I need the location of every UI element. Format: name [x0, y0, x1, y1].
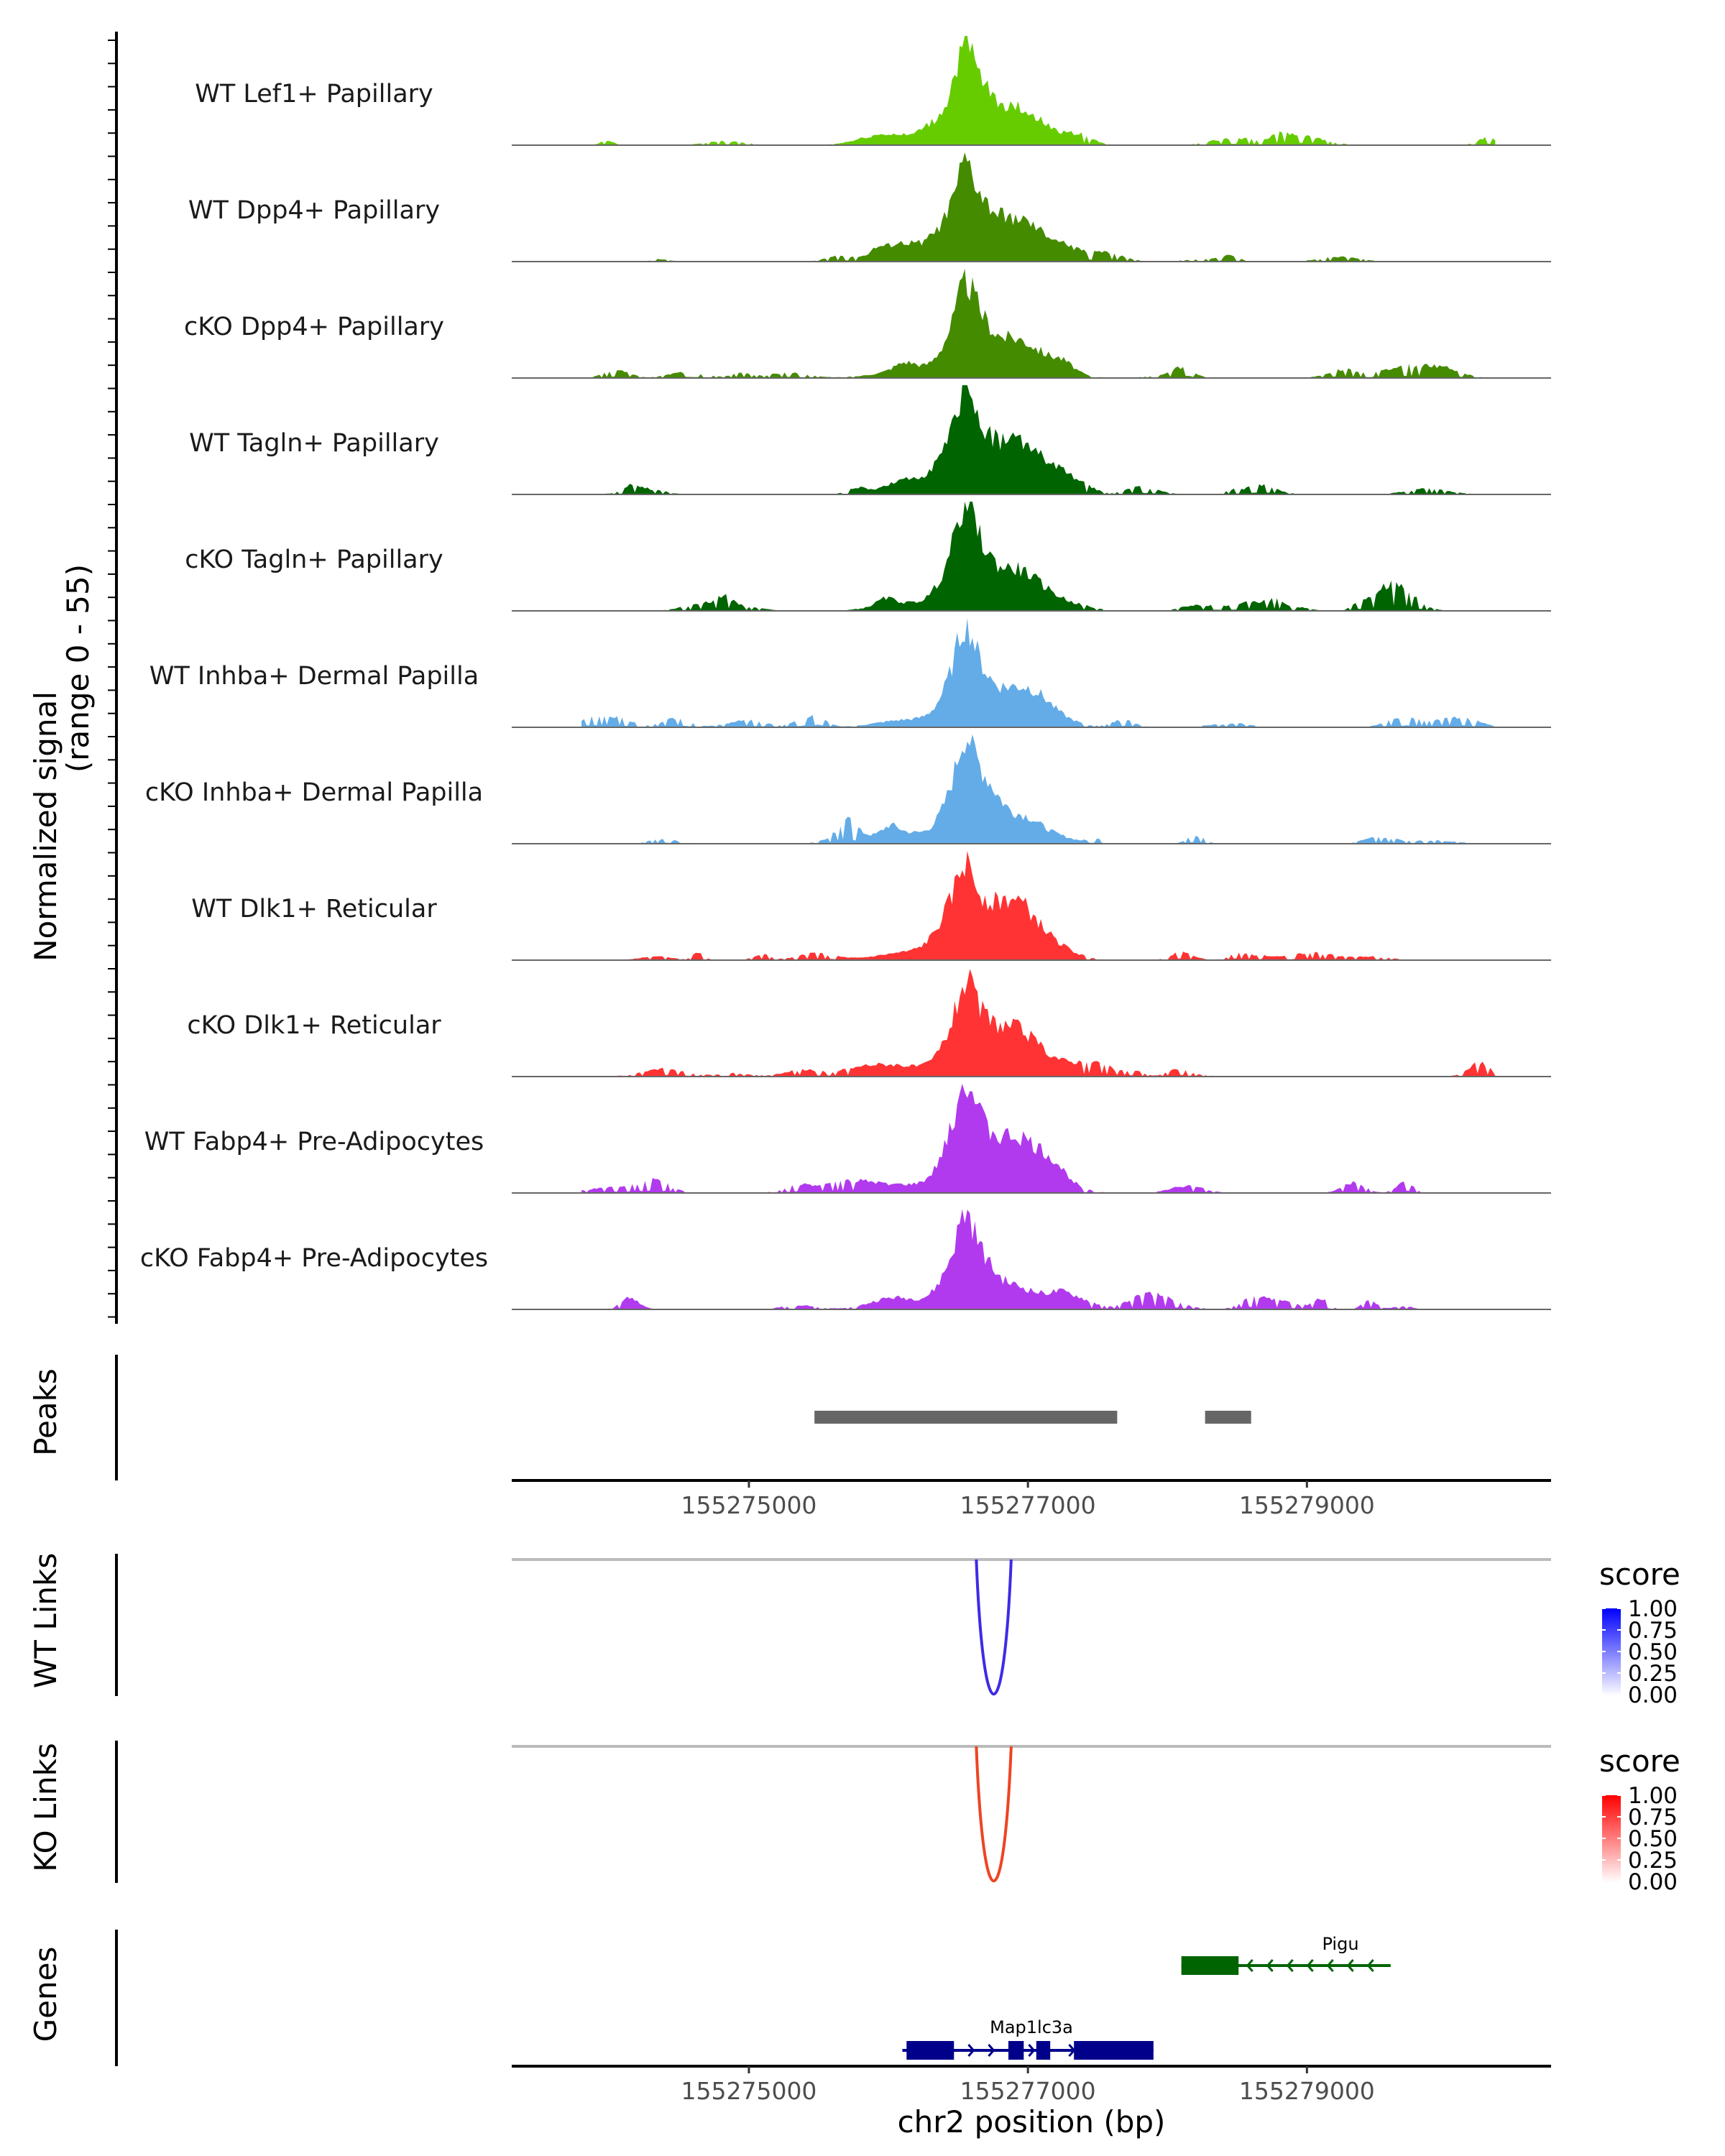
ko-links-arc-0 — [975, 1746, 1013, 1882]
ko-legend-tick-label: 0.00 — [1628, 1869, 1678, 1895]
genes-x-tick-label: 155275000 — [681, 2077, 816, 2105]
x-axis-title: chr2 position (bp) — [898, 2104, 1166, 2139]
ko-legend-title: score — [1599, 1743, 1680, 1779]
coverage-track-label-2: cKO Dpp4+ Papillary — [184, 313, 444, 341]
gene-strand-chevron — [967, 2044, 975, 2057]
genes-x-tick-label: 155279000 — [1239, 2077, 1375, 2105]
coverage-track-label-3: WT Tagln+ Papillary — [189, 429, 439, 458]
peaks-x-tick-label: 155277000 — [960, 1491, 1096, 1519]
coverage-area-3 — [581, 385, 1496, 494]
coverage-area-0 — [581, 36, 1496, 145]
coverage-ylabel-line2: (range 0 - 55) — [60, 564, 96, 773]
peaks-x-tick-label: 155275000 — [681, 1491, 816, 1519]
wt-legend-tick-label: 0.00 — [1628, 1682, 1678, 1708]
gene-exon-map1lc3a — [1008, 2041, 1024, 2060]
peak-region-1 — [1205, 1411, 1251, 1424]
gene-strand-chevron — [1266, 1959, 1274, 1972]
gene-strand-chevron — [1286, 1959, 1294, 1972]
coverage-track-label-5: WT Inhba+ Dermal Papilla — [150, 662, 479, 691]
gene-strand-chevron — [1306, 1959, 1314, 1972]
gene-label-pigu: Pigu — [1322, 1934, 1358, 1954]
gene-strand-chevron — [1068, 2044, 1076, 2057]
wt-legend-tick-label: 0.50 — [1628, 1639, 1678, 1665]
coverage-area-7 — [581, 851, 1496, 960]
wt-legend-tick-label: 0.75 — [1628, 1618, 1678, 1644]
gene-strand-chevron — [1346, 1959, 1354, 1972]
coverage-track-label-8: cKO Dlk1+ Reticular — [187, 1011, 441, 1040]
gene-strand-chevron — [1326, 1959, 1334, 1972]
coverage-track-label-4: cKO Tagln+ Papillary — [185, 545, 443, 574]
gene-strand-chevron — [988, 2044, 995, 2057]
genes-panel-label: Genes — [28, 1947, 63, 2042]
wt-legend-title: score — [1599, 1557, 1680, 1592]
ko-legend-tick-label: 0.50 — [1628, 1826, 1678, 1852]
gene-exon-map1lc3a — [1036, 2041, 1051, 2060]
coverage-track-label-9: WT Fabp4+ Pre-Adipocytes — [144, 1128, 484, 1156]
gene-strand-chevron — [1246, 1959, 1254, 1972]
ko-legend-tick-label: 0.75 — [1628, 1805, 1678, 1830]
coverage-area-9 — [581, 1084, 1496, 1193]
coverage-area-10 — [581, 1209, 1496, 1309]
coverage-track-label-1: WT Dpp4+ Papillary — [188, 196, 440, 225]
ko-legend-tick-label: 1.00 — [1628, 1783, 1678, 1809]
peaks-panel-label: Peaks — [28, 1368, 63, 1456]
wt-links-arc-0 — [975, 1559, 1013, 1695]
coverage-track-label-0: WT Lef1+ Papillary — [195, 80, 433, 109]
coverage-track-label-6: cKO Inhba+ Dermal Papilla — [145, 778, 483, 807]
coverage-area-2 — [581, 269, 1496, 378]
gene-strand-chevron — [1366, 1959, 1374, 1972]
coverage-ylabel-line1: Normalized signal — [28, 691, 63, 962]
gene-strand-chevron — [1028, 2044, 1036, 2057]
ko-legend-tick-label: 0.25 — [1628, 1848, 1678, 1874]
wt-legend-tick-label: 0.25 — [1628, 1661, 1678, 1687]
coverage-area-1 — [581, 152, 1496, 262]
peaks-x-tick-label: 155279000 — [1239, 1491, 1375, 1519]
peak-region-0 — [814, 1411, 1118, 1424]
coverage-area-6 — [581, 734, 1496, 844]
gene-label-map1lc3a: Map1lc3a — [990, 2017, 1073, 2037]
gene-exon-map1lc3a — [906, 2041, 954, 2060]
coverage-track-label-10: cKO Fabp4+ Pre-Adipocytes — [140, 1244, 488, 1273]
coverage-area-4 — [581, 502, 1496, 611]
gene-exon-pigu — [1181, 1956, 1239, 1975]
coverage-area-8 — [581, 969, 1496, 1077]
gene-exon-map1lc3a — [1074, 2041, 1154, 2060]
ko-links-panel-label: KO Links — [28, 1743, 63, 1872]
coverage-area-5 — [581, 618, 1496, 727]
genes-x-tick-label: 155277000 — [960, 2077, 1096, 2105]
wt-legend-tick-label: 1.00 — [1628, 1596, 1678, 1622]
coverage-track-label-7: WT Dlk1+ Reticular — [191, 895, 437, 923]
wt-links-panel-label: WT Links — [28, 1553, 63, 1688]
